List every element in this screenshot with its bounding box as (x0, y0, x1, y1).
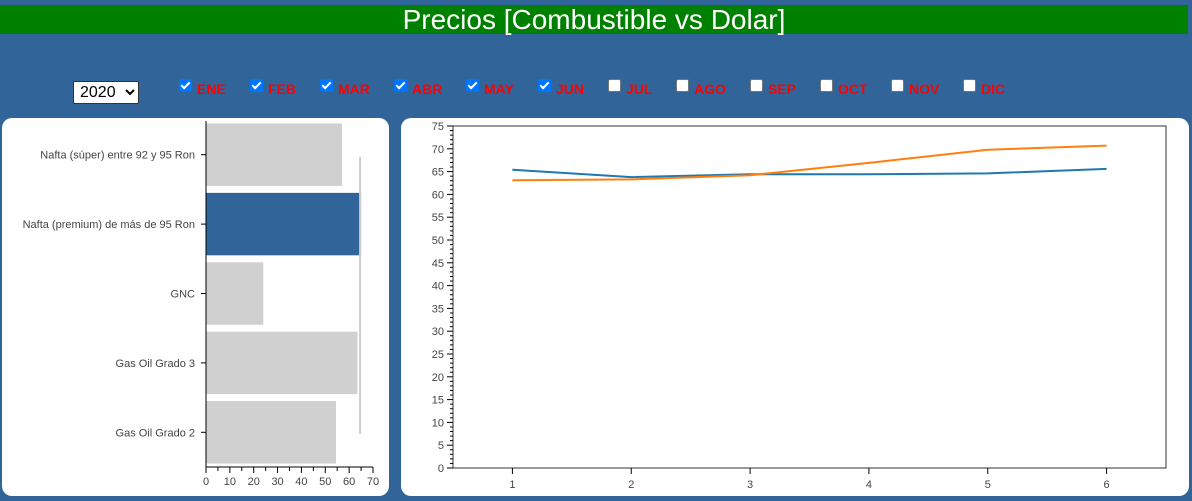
category-label: Gas Oil Grado 2 (116, 427, 195, 439)
y-tick-label: 50 (432, 235, 444, 247)
category-label: Nafta (premium) de más de 95 Ron (23, 219, 195, 231)
month-dic[interactable]: DIC (963, 77, 1005, 97)
month-label: ABR (412, 81, 443, 97)
bar[interactable] (206, 192, 362, 256)
series-line-2 (512, 144, 1107, 182)
x-tick-label: 50 (319, 476, 331, 488)
month-label: NOV (909, 81, 940, 97)
y-tick-label: 75 (432, 121, 444, 133)
month-ago[interactable]: AGO (676, 77, 726, 97)
y-tick-label: 30 (432, 326, 444, 338)
bar[interactable] (206, 401, 337, 464)
month-label: ENE (197, 81, 226, 97)
year-select[interactable]: 2020 (73, 81, 139, 104)
y-tick-label: 0 (438, 463, 444, 475)
bar[interactable] (206, 262, 264, 325)
y-tick-label: 70 (432, 144, 444, 156)
month-checkbox[interactable] (466, 78, 479, 92)
category-label: GNC (171, 289, 196, 301)
month-nov[interactable]: NOV (891, 77, 939, 97)
month-mar[interactable]: MAR (320, 77, 370, 97)
month-label: JUN (556, 81, 585, 97)
month-checkbox[interactable] (963, 78, 976, 92)
month-label: MAY (484, 81, 514, 97)
x-tick-label: 30 (271, 476, 283, 488)
month-abr[interactable]: ABR (394, 77, 442, 97)
category-label: Nafta (súper) entre 92 y 95 Ron (40, 150, 195, 162)
y-tick-label: 35 (432, 303, 444, 315)
category-label: Gas Oil Grado 3 (116, 358, 195, 370)
month-checkbox[interactable] (608, 78, 621, 92)
x-tick-label: 3 (747, 479, 753, 491)
x-tick-label: 2 (628, 479, 634, 491)
month-checkbox[interactable] (750, 78, 763, 92)
bar[interactable] (206, 331, 358, 395)
x-tick-label: 20 (248, 476, 260, 488)
month-label: FEB (268, 81, 296, 97)
y-tick-label: 15 (432, 395, 444, 407)
x-tick-label: 5 (985, 479, 991, 491)
month-checkbox[interactable] (320, 78, 333, 92)
month-jul[interactable]: JUL (608, 77, 652, 97)
month-checkbox[interactable] (179, 78, 192, 92)
x-tick-label: 40 (295, 476, 307, 488)
x-tick-label: 60 (343, 476, 355, 488)
y-tick-label: 40 (432, 281, 444, 293)
month-may[interactable]: MAY (466, 77, 514, 97)
x-tick-label: 70 (367, 476, 379, 488)
month-checkbox[interactable] (394, 78, 407, 92)
y-tick-label: 25 (432, 349, 444, 361)
month-label: AGO (694, 81, 726, 97)
y-tick-label: 5 (438, 440, 444, 452)
y-tick-label: 20 (432, 372, 444, 384)
month-ene[interactable]: ENE (179, 77, 226, 97)
x-tick-label: 4 (866, 479, 872, 491)
month-label: SEP (768, 81, 797, 97)
x-tick-label: 0 (203, 476, 209, 488)
month-checkbox[interactable] (891, 78, 904, 92)
month-checkbox[interactable] (820, 78, 833, 92)
month-sep[interactable]: SEP (750, 77, 796, 97)
x-tick-label: 10 (224, 476, 236, 488)
month-checkbox[interactable] (676, 78, 689, 92)
x-tick-label: 1 (509, 479, 515, 491)
plot-area (452, 125, 1167, 469)
month-feb[interactable]: FEB (250, 77, 296, 97)
month-label: JUL (626, 81, 653, 97)
y-tick-label: 55 (432, 212, 444, 224)
y-tick-label: 65 (432, 167, 444, 179)
month-jun[interactable]: JUN (538, 77, 584, 97)
month-label: OCT (838, 81, 868, 97)
month-label: MAR (338, 81, 370, 97)
y-tick-label: 60 (432, 189, 444, 201)
x-tick-label: 6 (1104, 479, 1110, 491)
page-title: Precios [Combustible vs Dolar] (0, 5, 1188, 34)
series-line-1 (512, 167, 1107, 179)
month-checkbox[interactable] (538, 78, 551, 92)
month-checkbox[interactable] (250, 78, 263, 92)
month-oct[interactable]: OCT (820, 77, 868, 97)
fuel-bar-chart: Nafta (súper) entre 92 y 95 Ron Nafta (pr… (23, 121, 379, 488)
bar[interactable] (206, 123, 342, 186)
fuel-bar-chart-panel: Nafta (súper) entre 92 y 95 Ron Nafta (pr… (2, 118, 389, 496)
y-tick-label: 10 (432, 417, 444, 429)
price-line-chart-panel: 0 5 10 15 20 25 30 35 40 45 50 55 60 65 70 75 1 2 3 4 5 6 (401, 118, 1189, 496)
month-label: DIC (981, 81, 1006, 97)
y-tick-label: 45 (432, 258, 444, 270)
